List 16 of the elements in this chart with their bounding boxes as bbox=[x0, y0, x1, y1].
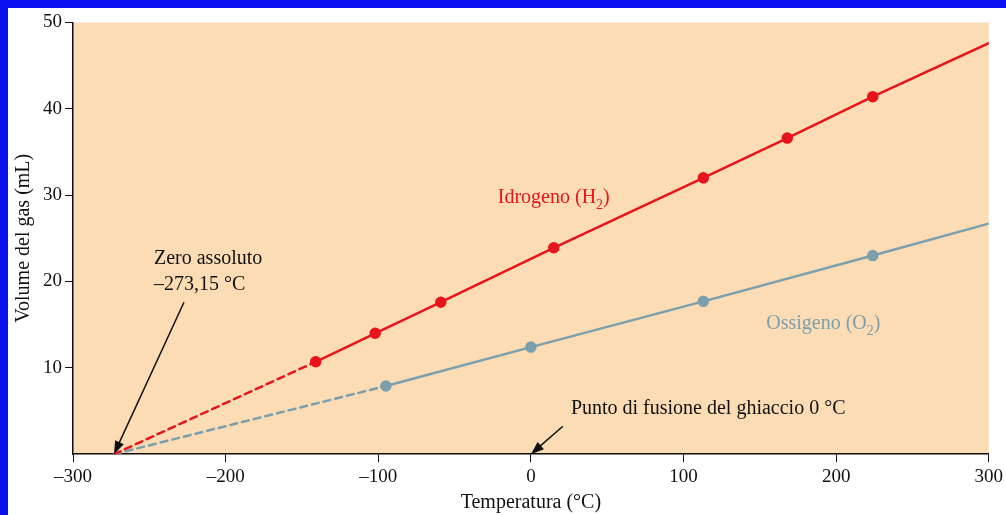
x-tick-label: 200 bbox=[821, 464, 851, 486]
y-tick-label: 30 bbox=[43, 183, 62, 205]
x-tick-label: –300 bbox=[53, 464, 92, 486]
y-axis-title: Volume del gas (mL) bbox=[11, 153, 35, 323]
y-tick-label: 10 bbox=[43, 355, 62, 377]
y-tick-label: 20 bbox=[43, 269, 62, 291]
x-tick-label: –100 bbox=[358, 464, 398, 486]
x-tick-label: 0 bbox=[526, 464, 536, 486]
x-axis-title: Temperatura (°C) bbox=[460, 490, 602, 514]
y-tick-label: 40 bbox=[43, 96, 62, 118]
annotation: Punto di fusione del ghiaccio 0 °C bbox=[570, 396, 846, 420]
annotation: Zero assoluto –273,15 °C bbox=[152, 246, 263, 295]
x-tick-label: 100 bbox=[669, 464, 698, 486]
x-tick-label: –200 bbox=[205, 464, 245, 486]
y-tick-label: 50 bbox=[43, 10, 62, 32]
x-tick-label: 300 bbox=[974, 464, 1003, 486]
